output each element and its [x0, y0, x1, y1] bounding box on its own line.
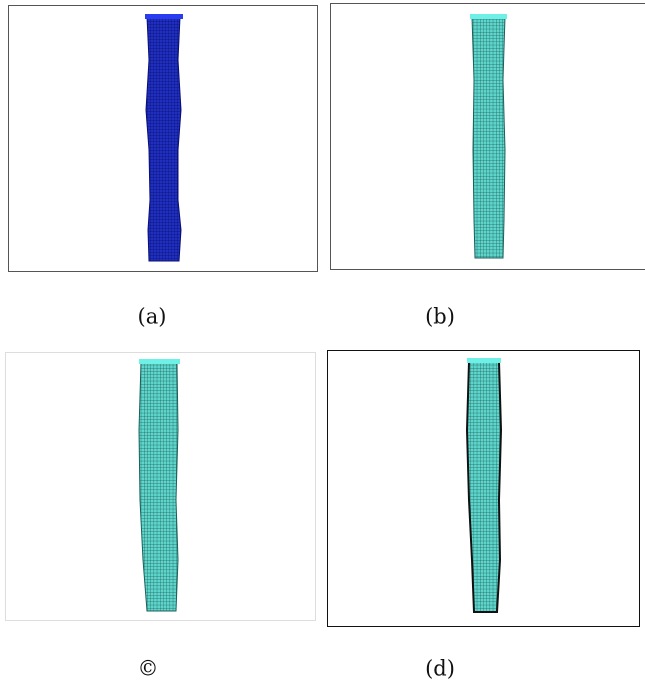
- tube-mesh: [146, 17, 181, 261]
- panel-d: [328, 351, 640, 627]
- panel-b: [331, 4, 645, 270]
- tube-top: [139, 359, 180, 364]
- caption: (a): [138, 305, 167, 329]
- tube-mesh: [467, 362, 501, 612]
- figure: (a) (b) © (d): [0, 0, 645, 684]
- tube-mesh: [139, 362, 178, 611]
- tube-mesh: [472, 17, 505, 258]
- caption: (d): [425, 657, 455, 681]
- caption: (b): [425, 305, 455, 329]
- panel-c: [6, 353, 316, 621]
- panel-a: [9, 6, 318, 272]
- tube-top: [470, 14, 507, 19]
- tube-top: [467, 358, 501, 363]
- caption: ©: [138, 657, 159, 681]
- tube-top: [145, 14, 183, 19]
